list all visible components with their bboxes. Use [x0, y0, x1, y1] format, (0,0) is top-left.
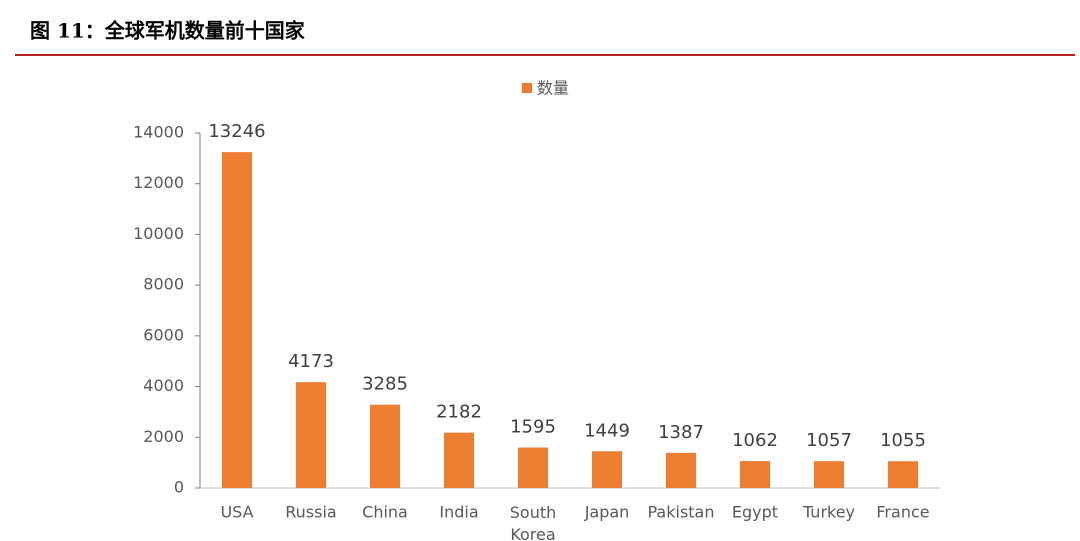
value-label: 1387 — [658, 422, 704, 443]
value-label: 4173 — [288, 351, 334, 372]
x-tick-label: Turkey — [802, 503, 855, 522]
legend-label: 数量 — [537, 79, 569, 98]
y-tick-label: 6000 — [143, 325, 184, 344]
bar — [814, 461, 844, 488]
chart-title: 图 11：全球军机数量前十国家 — [30, 19, 306, 43]
x-tick-label: South Korea — [510, 503, 557, 541]
y-tick-label: 10000 — [133, 224, 184, 243]
bar — [296, 382, 326, 488]
legend-swatch — [522, 83, 532, 93]
x-tick-label: China — [362, 503, 408, 522]
bar — [740, 461, 770, 488]
bar — [666, 452, 696, 488]
x-tick-label: Pakistan — [648, 503, 715, 522]
bar — [888, 461, 918, 488]
value-label: 1449 — [584, 420, 630, 441]
value-label: 2182 — [436, 402, 482, 423]
bar — [592, 451, 622, 488]
x-tick-label: Egypt — [732, 503, 778, 522]
y-tick-label: 14000 — [133, 123, 184, 142]
bar — [444, 432, 474, 488]
bar — [370, 404, 400, 488]
x-tick-label: USA — [220, 503, 253, 522]
bar — [222, 152, 252, 488]
y-tick-label: 2000 — [143, 427, 184, 446]
y-tick-label: 8000 — [143, 275, 184, 294]
x-tick-label: Russia — [285, 503, 336, 522]
y-tick-label: 12000 — [133, 173, 184, 192]
value-label: 1057 — [806, 430, 852, 451]
value-label: 3285 — [362, 374, 408, 395]
x-tick-label: Japan — [584, 503, 630, 522]
value-label: 1062 — [732, 430, 778, 451]
value-label: 13246 — [208, 121, 265, 142]
x-tick-label: France — [876, 503, 929, 522]
value-label: 1055 — [880, 430, 926, 451]
y-tick-label: 4000 — [143, 376, 184, 395]
value-label: 1595 — [510, 417, 556, 438]
y-tick-label: 0 — [174, 478, 184, 497]
bar — [518, 447, 548, 488]
x-tick-label: India — [439, 503, 478, 522]
